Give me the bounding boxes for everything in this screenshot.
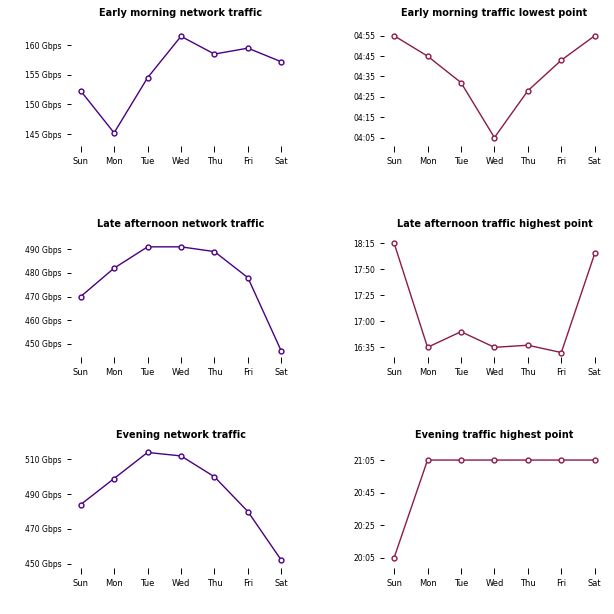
Title: Evening network traffic: Evening network traffic — [116, 430, 246, 440]
Title: Early morning network traffic: Early morning network traffic — [99, 8, 263, 18]
Title: Late afternoon traffic highest point: Late afternoon traffic highest point — [397, 219, 593, 229]
Title: Late afternoon network traffic: Late afternoon network traffic — [97, 219, 265, 229]
Title: Evening traffic highest point: Evening traffic highest point — [415, 430, 573, 440]
Title: Early morning traffic lowest point: Early morning traffic lowest point — [402, 8, 588, 18]
